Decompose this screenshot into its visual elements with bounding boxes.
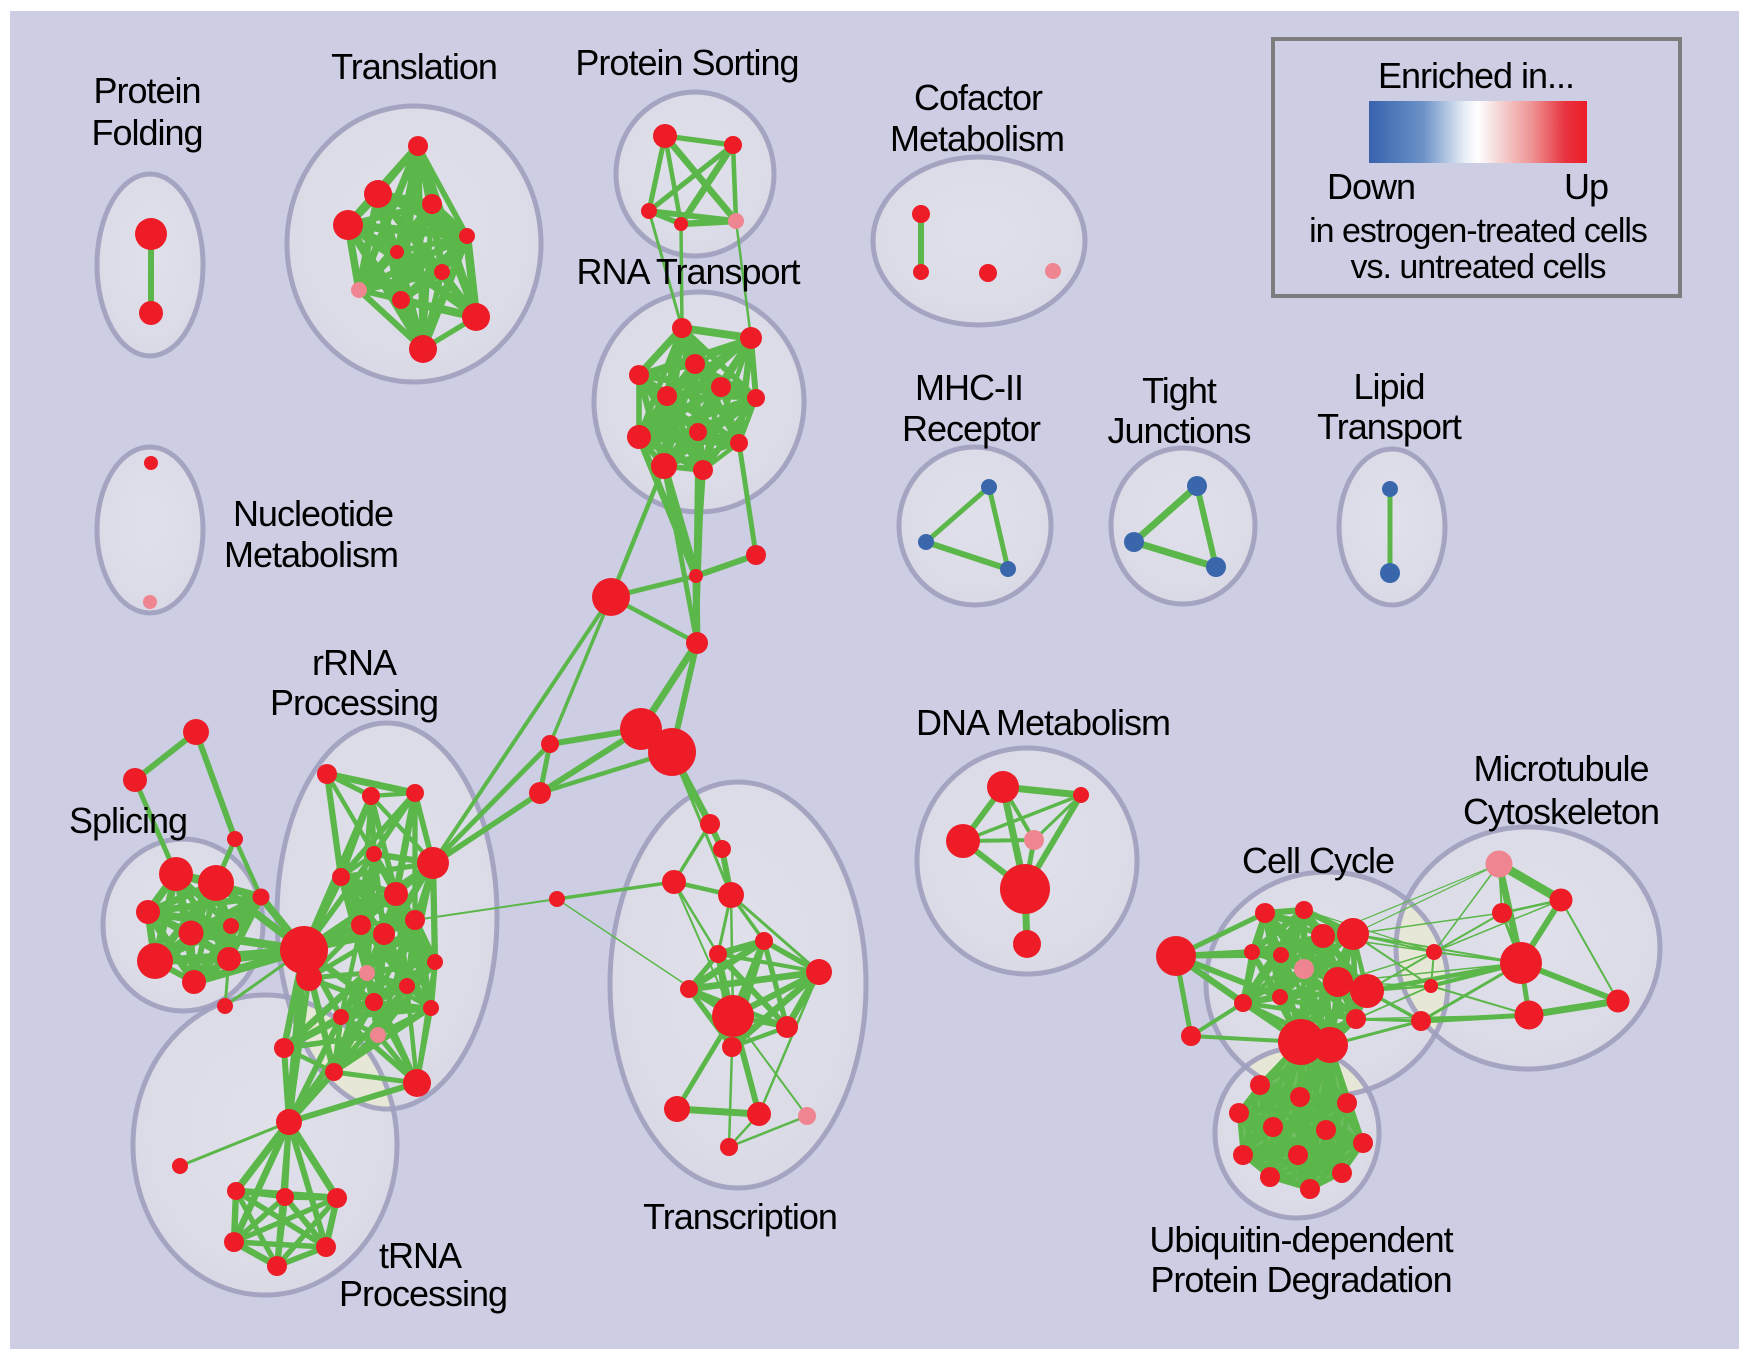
svg-text:Folding: Folding <box>91 112 202 153</box>
svg-text:Translation: Translation <box>331 46 497 87</box>
svg-text:Processing: Processing <box>270 682 438 723</box>
svg-text:Protein Sorting: Protein Sorting <box>575 42 798 83</box>
svg-text:Processing: Processing <box>339 1273 507 1314</box>
svg-text:Transport: Transport <box>1317 406 1462 447</box>
svg-text:rRNA: rRNA <box>312 642 397 683</box>
svg-text:in estrogen-treated cells: in estrogen-treated cells <box>1309 212 1647 250</box>
svg-text:Protein Degradation: Protein Degradation <box>1150 1259 1451 1300</box>
svg-text:Cytoskeleton: Cytoskeleton <box>1463 791 1659 832</box>
svg-text:Nucleotide: Nucleotide <box>233 493 393 534</box>
svg-text:vs. untreated cells: vs. untreated cells <box>1350 248 1605 286</box>
svg-text:RNA Transport: RNA Transport <box>576 251 800 292</box>
svg-text:Tight: Tight <box>1142 370 1217 411</box>
svg-text:tRNA: tRNA <box>379 1235 462 1276</box>
svg-text:Protein: Protein <box>93 70 200 111</box>
svg-text:Cofactor: Cofactor <box>914 77 1043 118</box>
svg-text:Metabolism: Metabolism <box>224 534 398 575</box>
svg-text:MHC-II: MHC-II <box>915 367 1023 408</box>
svg-text:Microtubule: Microtubule <box>1473 748 1648 789</box>
svg-text:Down: Down <box>1327 166 1415 207</box>
svg-text:Up: Up <box>1564 166 1608 207</box>
svg-text:Receptor: Receptor <box>902 408 1041 449</box>
svg-text:Cell Cycle: Cell Cycle <box>1242 840 1394 881</box>
svg-text:Splicing: Splicing <box>69 800 187 841</box>
svg-text:DNA Metabolism: DNA Metabolism <box>916 702 1170 743</box>
svg-text:Enriched in...: Enriched in... <box>1378 55 1574 96</box>
svg-text:Metabolism: Metabolism <box>890 118 1064 159</box>
svg-text:Ubiquitin-dependent: Ubiquitin-dependent <box>1149 1219 1453 1260</box>
svg-text:Lipid: Lipid <box>1353 366 1424 407</box>
svg-text:Transcription: Transcription <box>643 1196 837 1237</box>
svg-text:Junctions: Junctions <box>1107 410 1250 451</box>
